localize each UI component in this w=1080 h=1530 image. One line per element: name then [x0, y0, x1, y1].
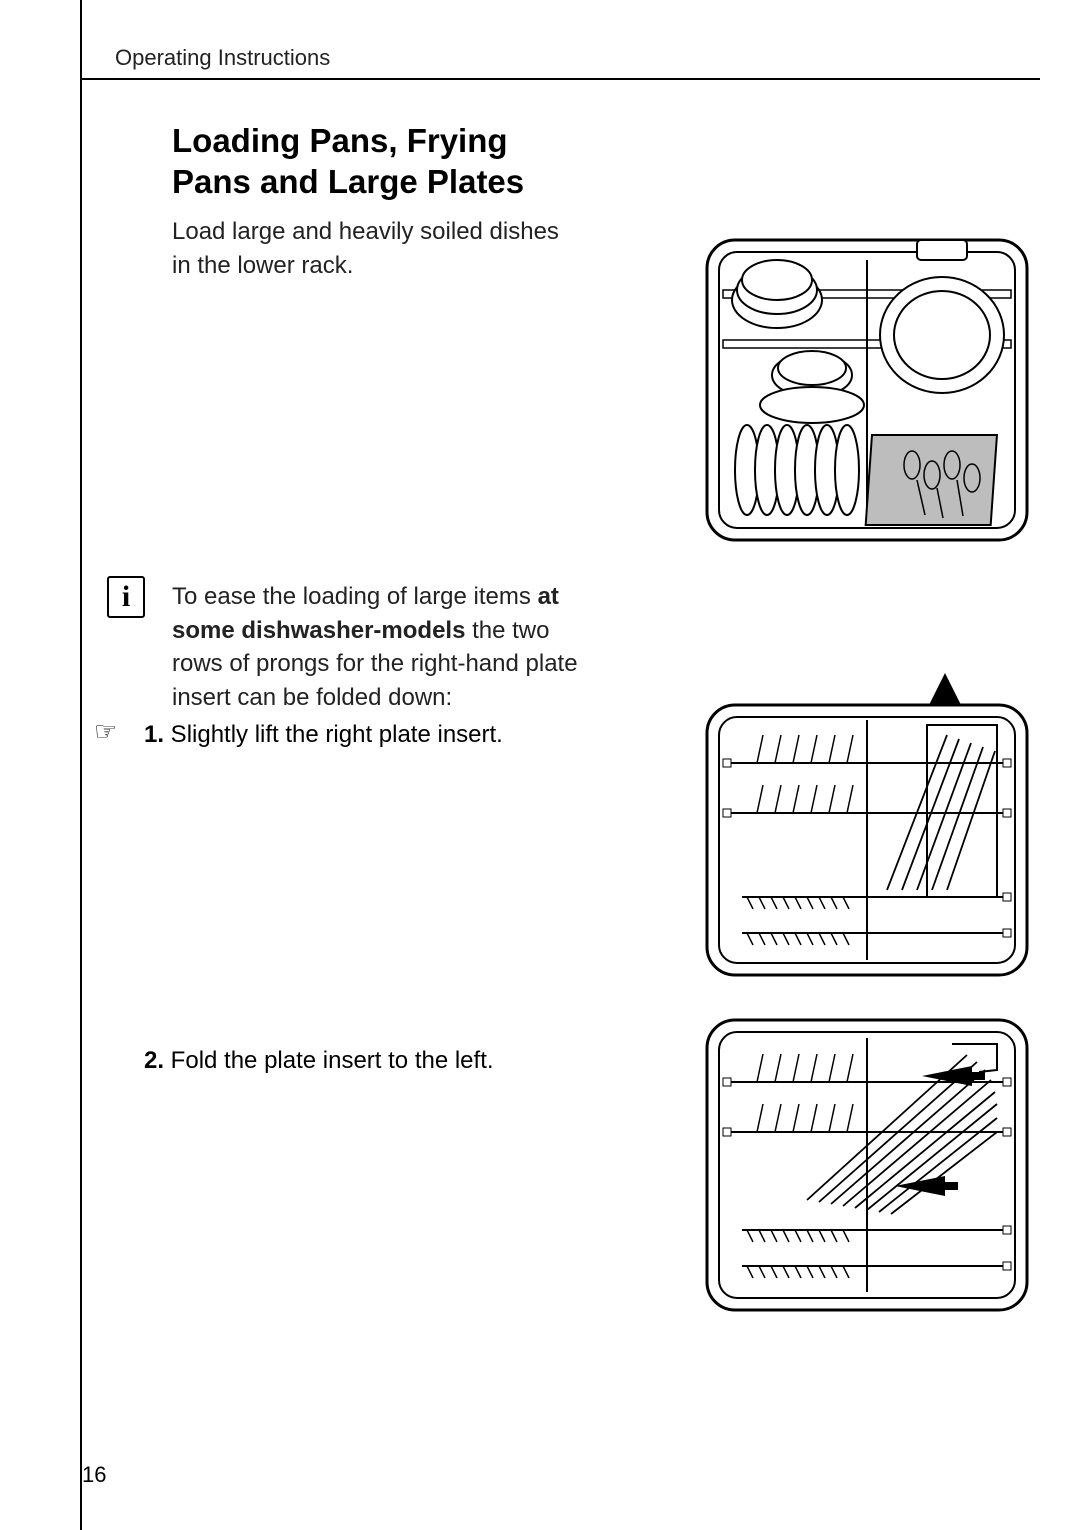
step-2-text: Fold the plate insert to the left.: [164, 1047, 494, 1074]
step-2-number: 2.: [144, 1047, 164, 1074]
hand-pointer-icon: ☞: [94, 716, 117, 747]
info-icon: i: [107, 576, 145, 618]
figure-loaded-rack: [697, 220, 1037, 550]
header-rule: [82, 78, 1040, 80]
step-1-text: Slightly lift the right plate insert.: [164, 721, 503, 748]
section-title: Loading Pans, Frying Pans and Large Plat…: [172, 120, 592, 203]
step-2: 2. Fold the plate insert to the left.: [144, 1044, 584, 1078]
step-1: 1. Slightly lift the right plate insert.: [144, 718, 584, 752]
info-text-part1: To ease the loading of large items: [172, 583, 538, 610]
info-icon-label: i: [122, 580, 130, 614]
step-1-number: 1.: [144, 721, 164, 748]
intro-text: Load large and heavily soiled dishes in …: [172, 215, 572, 282]
figure-lift-insert: [697, 665, 1037, 985]
figure-fold-insert: [697, 1000, 1037, 1320]
page-number: 16: [82, 1462, 106, 1488]
page-frame: Loading Pans, Frying Pans and Large Plat…: [80, 0, 1040, 1530]
info-text: To ease the loading of large items at so…: [172, 580, 592, 714]
